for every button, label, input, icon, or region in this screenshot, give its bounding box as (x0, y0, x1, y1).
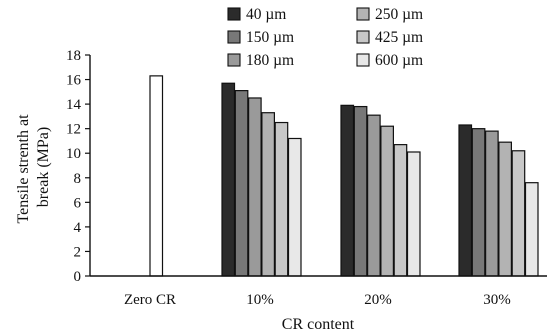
y-tick-label: 4 (74, 220, 82, 236)
bar-10--3 (261, 112, 275, 277)
y-tick-label: 12 (66, 122, 81, 138)
bar-zero-cr-0 (149, 75, 164, 277)
bars (149, 75, 539, 277)
legend-label: 150 µm (246, 29, 294, 46)
bar-10--1 (234, 90, 249, 277)
bar-30--3 (498, 141, 512, 277)
legend: 40 µm 150 µm 180 µm 250 µm 425 µm 600 µm (227, 6, 423, 69)
bar-10--2 (248, 97, 262, 277)
y-tick-label: 0 (74, 269, 82, 285)
y-axis-ticks: 0 2 4 6 8 10 12 14 16 18 (66, 48, 90, 285)
legend-label: 180 µm (246, 52, 294, 69)
y-tick-label: 6 (74, 195, 82, 211)
y-tick-label: 18 (66, 48, 81, 64)
bar-10--0 (221, 82, 236, 277)
bar-30--4 (511, 150, 526, 277)
bar-20--0 (340, 104, 355, 277)
legend-swatch (227, 53, 241, 67)
x-axis-title: CR content (282, 316, 355, 333)
legend-swatch (356, 7, 370, 21)
bar-30--2 (485, 130, 499, 277)
y-tick-label: 8 (74, 171, 82, 187)
x-tick-label: 10% (246, 292, 274, 308)
y-axis-title: Tensile strenth at break (MPa) (15, 110, 52, 223)
x-tick-label: 30% (483, 292, 511, 308)
bar-10--4 (274, 121, 289, 277)
bar-20--1 (353, 105, 368, 277)
legend-swatch (356, 53, 370, 67)
bar-20--4 (393, 144, 408, 277)
legend-label: 600 µm (375, 52, 423, 69)
y-tick-label: 10 (66, 146, 81, 162)
bar-10--5 (287, 137, 302, 277)
legend-label: 250 µm (375, 6, 423, 23)
legend-swatch (356, 30, 370, 44)
bar-30--0 (458, 124, 473, 277)
y-tick-label: 16 (66, 73, 82, 89)
y-axis-title-line-1: Tensile strenth at (15, 114, 32, 224)
bar-30--1 (471, 128, 486, 277)
x-tick-label: 20% (364, 292, 392, 308)
bar-20--5 (406, 151, 421, 277)
legend-swatch (227, 30, 241, 44)
axes (89, 55, 547, 277)
y-tick-label: 14 (66, 97, 82, 113)
y-axis-title-line-2: break (MPa) (35, 127, 52, 207)
legend-swatch (227, 7, 241, 21)
y-tick-label: 2 (74, 244, 82, 260)
bar-20--3 (380, 125, 394, 277)
legend-label: 40 µm (246, 6, 286, 23)
x-tick-label: Zero CR (124, 292, 176, 308)
bar-30--5 (524, 182, 539, 277)
x-axis-tick-labels: Zero CR 10% 20% 30% (124, 292, 511, 308)
bar-20--2 (367, 114, 381, 277)
legend-label: 425 µm (375, 29, 423, 46)
